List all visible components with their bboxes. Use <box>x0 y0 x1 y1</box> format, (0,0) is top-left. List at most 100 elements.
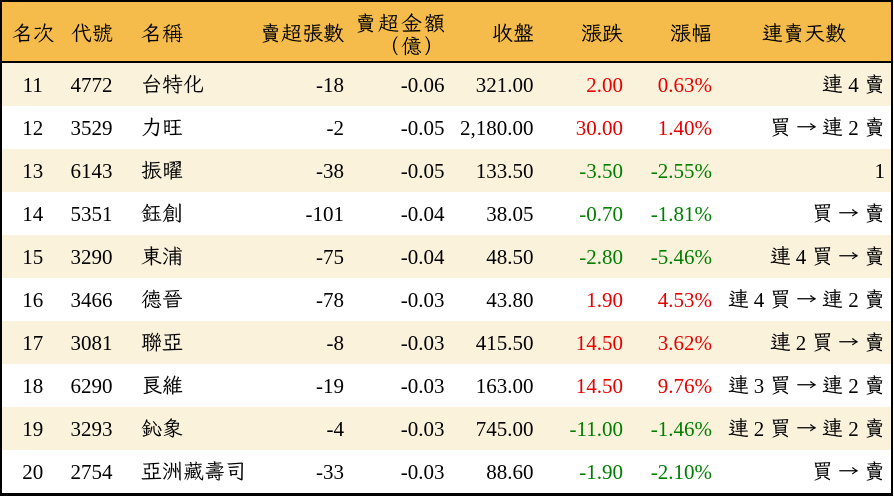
cjk-glyph <box>770 332 790 351</box>
table-row: 18 6290 -19 -0.03 163.00 14.50 9.76% 3 2 <box>2 364 891 407</box>
table-row: 17 3081 -8 -0.03 415.50 14.50 3.62% 2 <box>2 321 891 364</box>
cell-change_pct: 9.76% <box>657 373 712 398</box>
cell-sell_lots: -4 <box>326 416 345 441</box>
cell-change: -3.50 <box>579 158 623 183</box>
table-row: 20 2754 -33 -0.03 88.60 -1.90 -2.10% <box>2 450 891 493</box>
cell-change: -0.70 <box>579 201 623 226</box>
cell-name <box>120 106 240 149</box>
cell-name-text <box>141 460 246 484</box>
cell-rank: 15 <box>22 244 44 269</box>
cell-close: 415.50 <box>475 330 534 355</box>
cell-name <box>120 235 240 278</box>
cell-streak: 2 <box>718 321 892 364</box>
cell-change: -1.90 <box>579 459 623 484</box>
table-header-row <box>2 2 891 63</box>
cjk-glyph <box>822 289 843 308</box>
column-header-two-line <box>355 12 445 58</box>
column-header-change_pct <box>629 2 718 61</box>
cjk-glyph <box>866 332 883 352</box>
cjk-glyph <box>162 461 181 481</box>
table-row: 14 5351 -101 -0.04 38.05 -0.70 -1.81% <box>2 192 891 235</box>
cjk-glyph <box>813 333 830 352</box>
cell-sell_lots: -2 <box>326 115 345 140</box>
cell-streak-text: 4 <box>822 73 885 97</box>
cell-change_pct: 1.40% <box>657 115 712 140</box>
cell-name-text <box>141 73 204 97</box>
column-header-code <box>64 2 120 61</box>
cjk-glyph <box>771 290 788 309</box>
cell-streak-text: 3 2 <box>728 374 886 398</box>
cjk-glyph <box>813 247 830 266</box>
cell-streak-text: 2 <box>770 116 886 140</box>
cell-change_pct: -2.10% <box>650 459 712 484</box>
cjk-glyph <box>771 376 788 395</box>
cell-close: 745.00 <box>475 416 534 441</box>
cell-name <box>120 321 240 364</box>
cjk-glyph <box>12 22 30 43</box>
cell-streak-text <box>812 202 886 226</box>
cjk-glyph <box>822 375 843 394</box>
cell-change: 1.90 <box>586 287 623 312</box>
cell-streak <box>718 450 892 493</box>
cjk-glyph <box>401 12 422 32</box>
cjk-glyph <box>162 333 183 351</box>
cjk-glyph <box>92 22 112 42</box>
cell-streak-text <box>812 460 886 484</box>
cell-close: 321.00 <box>475 72 534 97</box>
cell-rank: 17 <box>22 330 44 355</box>
cjk-glyph <box>805 24 825 42</box>
cell-name <box>120 450 244 493</box>
cell-name-text <box>141 374 183 398</box>
cell-name-text <box>141 417 183 441</box>
column-header-name <box>120 2 240 61</box>
cell-name <box>120 149 240 192</box>
cjk-glyph <box>141 419 162 437</box>
cjk-glyph <box>71 23 91 42</box>
cell-name <box>120 63 240 106</box>
cell-name-text <box>141 245 183 269</box>
cjk-glyph <box>162 203 181 223</box>
cjk-glyph <box>797 381 816 389</box>
cell-code: 6290 <box>70 373 113 398</box>
cell-code: 3290 <box>70 244 113 269</box>
cjk-glyph <box>424 13 444 32</box>
cjk-glyph <box>822 418 843 437</box>
cjk-glyph <box>839 209 858 217</box>
cjk-glyph <box>728 289 748 308</box>
cell-sell_lots: -101 <box>305 201 345 226</box>
cjk-glyph <box>866 246 883 266</box>
column-header-streak <box>718 2 892 61</box>
cell-sell_amount: -0.03 <box>400 416 445 441</box>
cell-streak-text: 2 2 <box>728 417 886 441</box>
cell-rank: 12 <box>22 115 44 140</box>
cjk-glyph <box>866 461 883 481</box>
cjk-glyph <box>866 289 883 309</box>
cell-name-text <box>141 331 183 355</box>
cjk-glyph <box>377 13 399 32</box>
cell-streak <box>718 192 892 235</box>
cell-streak: 4 <box>718 63 892 106</box>
column-header-rank <box>2 2 64 61</box>
cell-sell_amount: -0.05 <box>400 158 445 183</box>
cell-streak-text: 2 <box>770 331 886 355</box>
cjk-glyph <box>141 246 162 266</box>
cell-sell_lots: -8 <box>326 330 345 355</box>
cell-change_pct: 3.62% <box>657 330 712 355</box>
cell-streak-text: 4 <box>770 245 886 269</box>
cell-sell_lots: -78 <box>316 287 344 312</box>
cjk-glyph <box>602 23 623 42</box>
cell-sell_lots: -18 <box>316 72 344 97</box>
cjk-glyph <box>184 461 204 481</box>
cjk-glyph <box>183 74 203 94</box>
table-row: 12 3529 -2 -0.05 2,180.00 30.00 1.40% 2 <box>2 106 891 149</box>
cjk-glyph <box>163 161 183 180</box>
column-header-sublabel <box>378 35 447 58</box>
column-header-label <box>670 21 712 45</box>
column-header-label <box>260 21 344 45</box>
cjk-glyph <box>262 22 279 43</box>
cjk-glyph <box>813 462 830 481</box>
cell-change_pct: 4.53% <box>657 287 712 312</box>
cell-streak-text: 1 <box>874 158 886 183</box>
cell-sell_amount: -0.03 <box>400 459 445 484</box>
